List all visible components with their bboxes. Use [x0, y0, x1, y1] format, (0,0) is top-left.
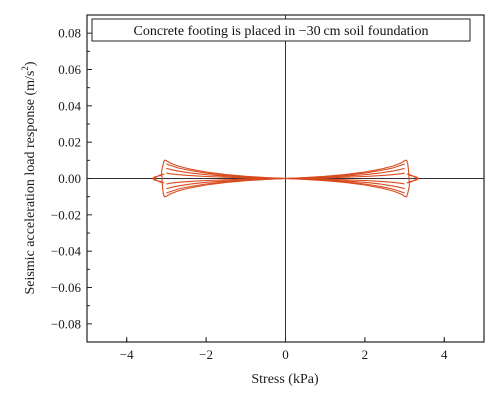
y-axis-title-main: Seismic acceleration load response (m/s [23, 71, 38, 295]
series-line-9-left [153, 173, 165, 184]
y-tick-label: 0.02 [58, 135, 81, 150]
x-tick-label: 4 [441, 347, 448, 362]
y-axis-title-superscript: 2 [20, 66, 30, 71]
y-tick-label: −0.04 [51, 244, 82, 259]
series-line-9-right [406, 173, 418, 184]
y-tick-label: 0.08 [58, 26, 81, 41]
series-layer [151, 159, 420, 198]
series-line-8-left [161, 159, 165, 198]
title-box [91, 18, 471, 42]
x-tick-label: −4 [120, 347, 134, 362]
y-tick-label: 0.04 [58, 98, 81, 113]
series-line-10-left [151, 174, 163, 183]
y-tick-label: 0.06 [58, 62, 81, 77]
y-tick-label: 0.00 [58, 171, 81, 186]
x-tick-label: 0 [282, 347, 289, 362]
x-axis-title: Stress (kPa) [251, 372, 319, 387]
series-line-3-right [285, 172, 405, 180]
series-line-7-right [285, 177, 405, 185]
x-ticks: −4 −2 0 2 4 [120, 337, 448, 362]
series-line-10-right [408, 174, 420, 183]
y-axis-title: Seismic acceleration load response (m/s2… [20, 61, 38, 294]
y-tick-label: −0.02 [51, 207, 81, 222]
series-line-8-right [406, 159, 410, 198]
y-tick-label: −0.06 [51, 280, 82, 295]
series-line-7-left [166, 172, 286, 180]
y-ticks: −0.08 −0.06 −0.04 −0.02 0.00 0.02 0.04 0.06 0.08 [51, 14, 92, 343]
chart-title: Concrete footing is placed in −30 cm soi… [134, 24, 429, 39]
x-tick-label: 2 [362, 347, 369, 362]
y-tick-label: −0.08 [51, 316, 81, 331]
series-line-3-left [166, 177, 286, 185]
y-axis-title-close: ) [23, 61, 38, 66]
x-tick-label: −2 [199, 347, 213, 362]
